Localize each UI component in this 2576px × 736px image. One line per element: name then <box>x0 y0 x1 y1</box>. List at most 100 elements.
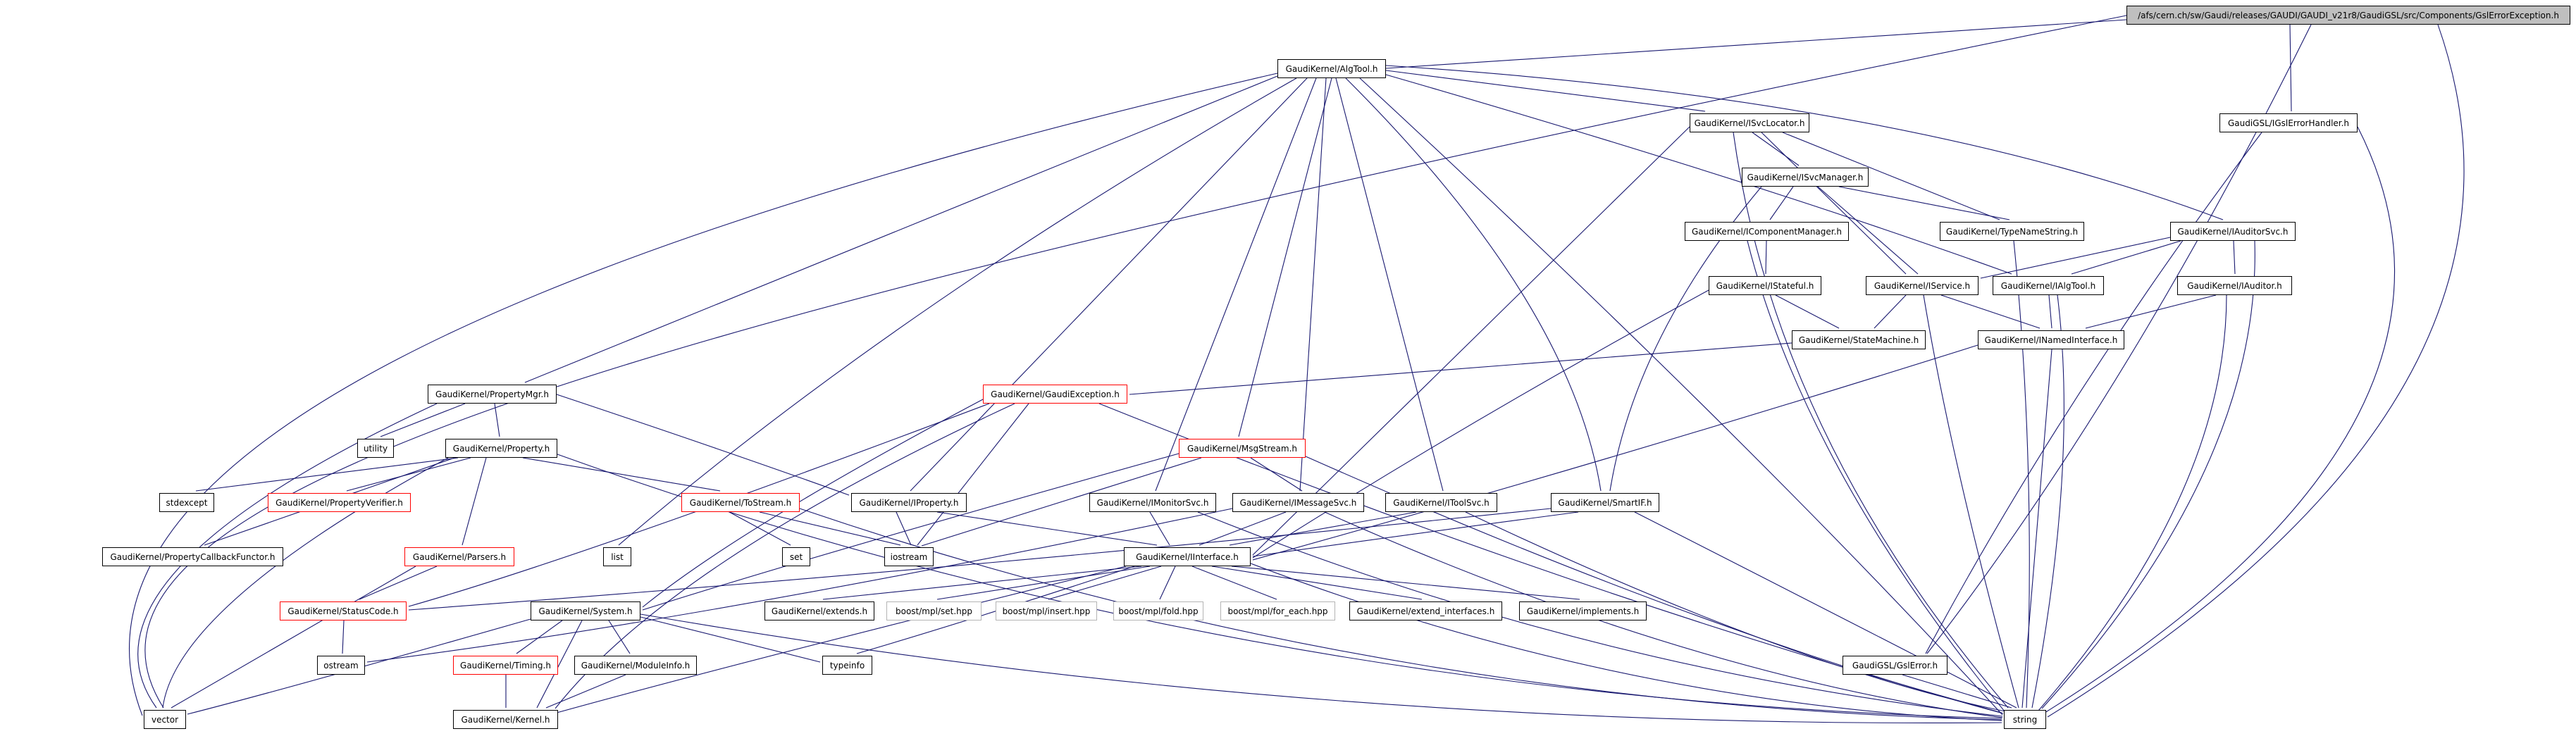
edge-iproperty-to-iostream <box>896 511 912 546</box>
edge-algtool-to-isvclocator <box>1385 70 1706 112</box>
edge-msgstream-to-system <box>642 453 1179 611</box>
edge-tostream-to-set <box>729 511 791 546</box>
edge-itoolsvc-to-iinterface <box>1229 511 1417 546</box>
graph-node-ostream[interactable]: ostream <box>317 656 365 675</box>
graph-node-iauditor[interactable]: GaudiKernel/IAuditor.h <box>2177 276 2292 295</box>
edge-iproperty-to-iinterface <box>936 511 1158 546</box>
edge-propertymgr-to-vector <box>137 403 438 709</box>
edge-system-to-typeinfo <box>640 616 821 663</box>
edge-gaudiexception-to-string <box>1098 403 2002 713</box>
graph-node-kernel[interactable]: GaudiKernel/Kernel.h <box>453 710 558 729</box>
edge-tostream-to-iostream <box>759 511 901 546</box>
edge-algtool-to-msgstream <box>1238 77 1332 437</box>
edge-iinterface-to-extend-interfaces <box>1211 566 1423 600</box>
edge-iservice-to-string <box>1923 294 2019 709</box>
graph-node-istateful[interactable]: GaudiKernel/IStateful.h <box>1709 276 1821 295</box>
graph-node-system[interactable]: GaudiKernel/System.h <box>531 601 640 620</box>
edge-iauditorsvc-to-iservice <box>1980 237 2171 279</box>
graph-node-iostream[interactable]: iostream <box>884 547 934 566</box>
edge-system-to-timing <box>516 620 563 654</box>
graph-node-gaudiexception[interactable]: GaudiKernel/GaudiException.h <box>983 385 1127 404</box>
edge-isvclocator-to-iinterface <box>1252 126 1690 556</box>
edge-inamedinterface-to-string <box>2021 349 2052 709</box>
graph-node-isvclocator[interactable]: GaudiKernel/ISvcLocator.h <box>1690 113 1809 132</box>
edge-typenamestring-to-string <box>2013 240 2030 709</box>
graph-node-moduleinfo[interactable]: GaudiKernel/ModuleInfo.h <box>574 656 697 675</box>
edge-algtool-to-list <box>618 77 1297 546</box>
graph-node-imonitorsvc[interactable]: GaudiKernel/IMonitorSvc.h <box>1089 493 1216 512</box>
edge-iservice-to-inamedinterface <box>1940 294 2041 329</box>
edge-algtool-to-propertymgr <box>524 75 1278 383</box>
edge-isvclocator-to-typenamestring <box>1782 132 2000 220</box>
edge-root-to-igslerrorhandler <box>2289 24 2292 112</box>
edge-gaudiexception-to-iostream <box>917 403 1029 546</box>
graph-node-propertymgr[interactable]: GaudiKernel/PropertyMgr.h <box>428 385 557 404</box>
graph-node-stdexcept[interactable]: stdexcept <box>159 493 214 512</box>
graph-node-ialgtool[interactable]: GaudiKernel/IAlgTool.h <box>1993 276 2104 295</box>
edge-algtool-to-iproperty <box>910 77 1308 492</box>
edge-system-to-vector <box>187 618 531 715</box>
edge-imessagesvc-to-ostream <box>366 508 1233 663</box>
graph-node-msgstream[interactable]: GaudiKernel/MsgStream.h <box>1179 439 1306 458</box>
edge-parsers-to-vector <box>171 566 416 709</box>
graph-node-statuscode[interactable]: GaudiKernel/StatusCode.h <box>280 601 407 620</box>
edge-algtool-to-ialgtool <box>1385 74 2012 275</box>
graph-node-boost-mpl-set[interactable]: boost/mpl/set.hpp <box>886 601 982 620</box>
edge-propertymgr-to-property <box>494 403 500 437</box>
edge-iauditorsvc-to-iauditor <box>2233 240 2236 275</box>
graph-node-iauditorsvc[interactable]: GaudiKernel/IAuditorSvc.h <box>2170 222 2296 241</box>
graph-node-algtool[interactable]: GaudiKernel/AlgTool.h <box>1277 59 1386 78</box>
edge-property-to-propertyverifier <box>346 457 471 492</box>
graph-node-typenamestring[interactable]: GaudiKernel/TypeNameString.h <box>1940 222 2084 241</box>
graph-node-isvcmanager[interactable]: GaudiKernel/ISvcManager.h <box>1742 168 1869 187</box>
edge-smartif-to-statuscode <box>408 508 1552 611</box>
graph-node-boost-mpl-fold[interactable]: boost/mpl/fold.hpp <box>1113 601 1203 620</box>
graph-node-implements[interactable]: GaudiKernel/implements.h <box>1519 601 1647 620</box>
edge-imessagesvc-to-iinterface <box>1199 511 1287 546</box>
edge-iinterface-to-implements <box>1231 566 1580 600</box>
graph-node-vector[interactable]: vector <box>144 710 186 729</box>
edge-inamedinterface-to-iinterface <box>1252 344 1979 561</box>
graph-node-propertycallbackfunctor[interactable]: GaudiKernel/PropertyCallbackFunctor.h <box>102 547 283 566</box>
graph-node-string[interactable]: string <box>2004 710 2046 729</box>
graph-node-extend-interfaces[interactable]: GaudiKernel/extend_interfaces.h <box>1349 601 1502 620</box>
graph-node-inamedinterface[interactable]: GaudiKernel/INamedInterface.h <box>1978 330 2124 349</box>
graph-node-smartif[interactable]: GaudiKernel/SmartIF.h <box>1551 493 1659 512</box>
edge-iinterface-to-boost-mpl-set <box>936 566 1151 600</box>
graph-node-propertyverifier[interactable]: GaudiKernel/PropertyVerifier.h <box>268 493 411 512</box>
graph-node-iinterface[interactable]: GaudiKernel/IInterface.h <box>1124 547 1251 566</box>
edge-property-to-string <box>557 454 2002 719</box>
graph-node-utility[interactable]: utility <box>357 439 394 458</box>
edge-igslerrorhandler-to-string <box>2044 126 2395 713</box>
graph-node-timing[interactable]: GaudiKernel/Timing.h <box>453 656 558 675</box>
graph-node-icomponentmanager[interactable]: GaudiKernel/IComponentManager.h <box>1685 222 1849 241</box>
graph-node-tostream[interactable]: GaudiKernel/ToStream.h <box>681 493 800 512</box>
edge-property-to-tostream <box>522 457 721 492</box>
graph-node-set[interactable]: set <box>782 547 810 566</box>
graph-node-igslerrorhandler[interactable]: GaudiGSL/IGslErrorHandler.h <box>2219 113 2358 132</box>
graph-node-iservice[interactable]: GaudiKernel/IService.h <box>1866 276 1979 295</box>
graph-node-boost-mpl-insert[interactable]: boost/mpl/insert.hpp <box>996 601 1097 620</box>
edge-istateful-to-statemachine <box>1775 294 1840 329</box>
graph-node-gslerror[interactable]: GaudiGSL/GslError.h <box>1843 656 1948 675</box>
graph-node-extends[interactable]: GaudiKernel/extends.h <box>764 601 874 620</box>
edge-isvclocator-to-isvcmanager <box>1752 132 1800 166</box>
edge-iinterface-to-extends <box>822 566 1142 600</box>
graph-node-typeinfo[interactable]: typeinfo <box>822 656 872 675</box>
graph-node-list[interactable]: list <box>603 547 631 566</box>
graph-node-itoolsvc[interactable]: GaudiKernel/IToolSvc.h <box>1385 493 1497 512</box>
edge-isvcmanager-to-iservice <box>1817 186 1919 275</box>
edge-iinterface-to-boost-mpl-insert <box>1048 566 1162 600</box>
graph-node-property[interactable]: GaudiKernel/Property.h <box>445 439 557 458</box>
edge-msgstream-to-iostream <box>921 457 1202 547</box>
edge-isvcmanager-to-typenamestring <box>1838 186 2010 220</box>
graph-node-imessagesvc[interactable]: GaudiKernel/IMessageSvc.h <box>1232 493 1364 512</box>
graph-node-boost-mpl-for-each[interactable]: boost/mpl/for_each.hpp <box>1220 601 1335 620</box>
graph-node-iproperty[interactable]: GaudiKernel/IProperty.h <box>851 493 967 512</box>
graph-node-root[interactable]: /afs/cern.ch/sw/Gaudi/releases/GAUDI/GAU… <box>2126 6 2570 25</box>
graph-node-parsers[interactable]: GaudiKernel/Parsers.h <box>404 547 514 566</box>
edge-igslerrorhandler-to-gslerror <box>1925 132 2262 654</box>
edge-algtool-to-vector <box>129 73 1278 716</box>
graph-node-statemachine[interactable]: GaudiKernel/StateMachine.h <box>1792 330 1926 349</box>
edge-msgstream-to-imessagesvc <box>1250 457 1303 492</box>
